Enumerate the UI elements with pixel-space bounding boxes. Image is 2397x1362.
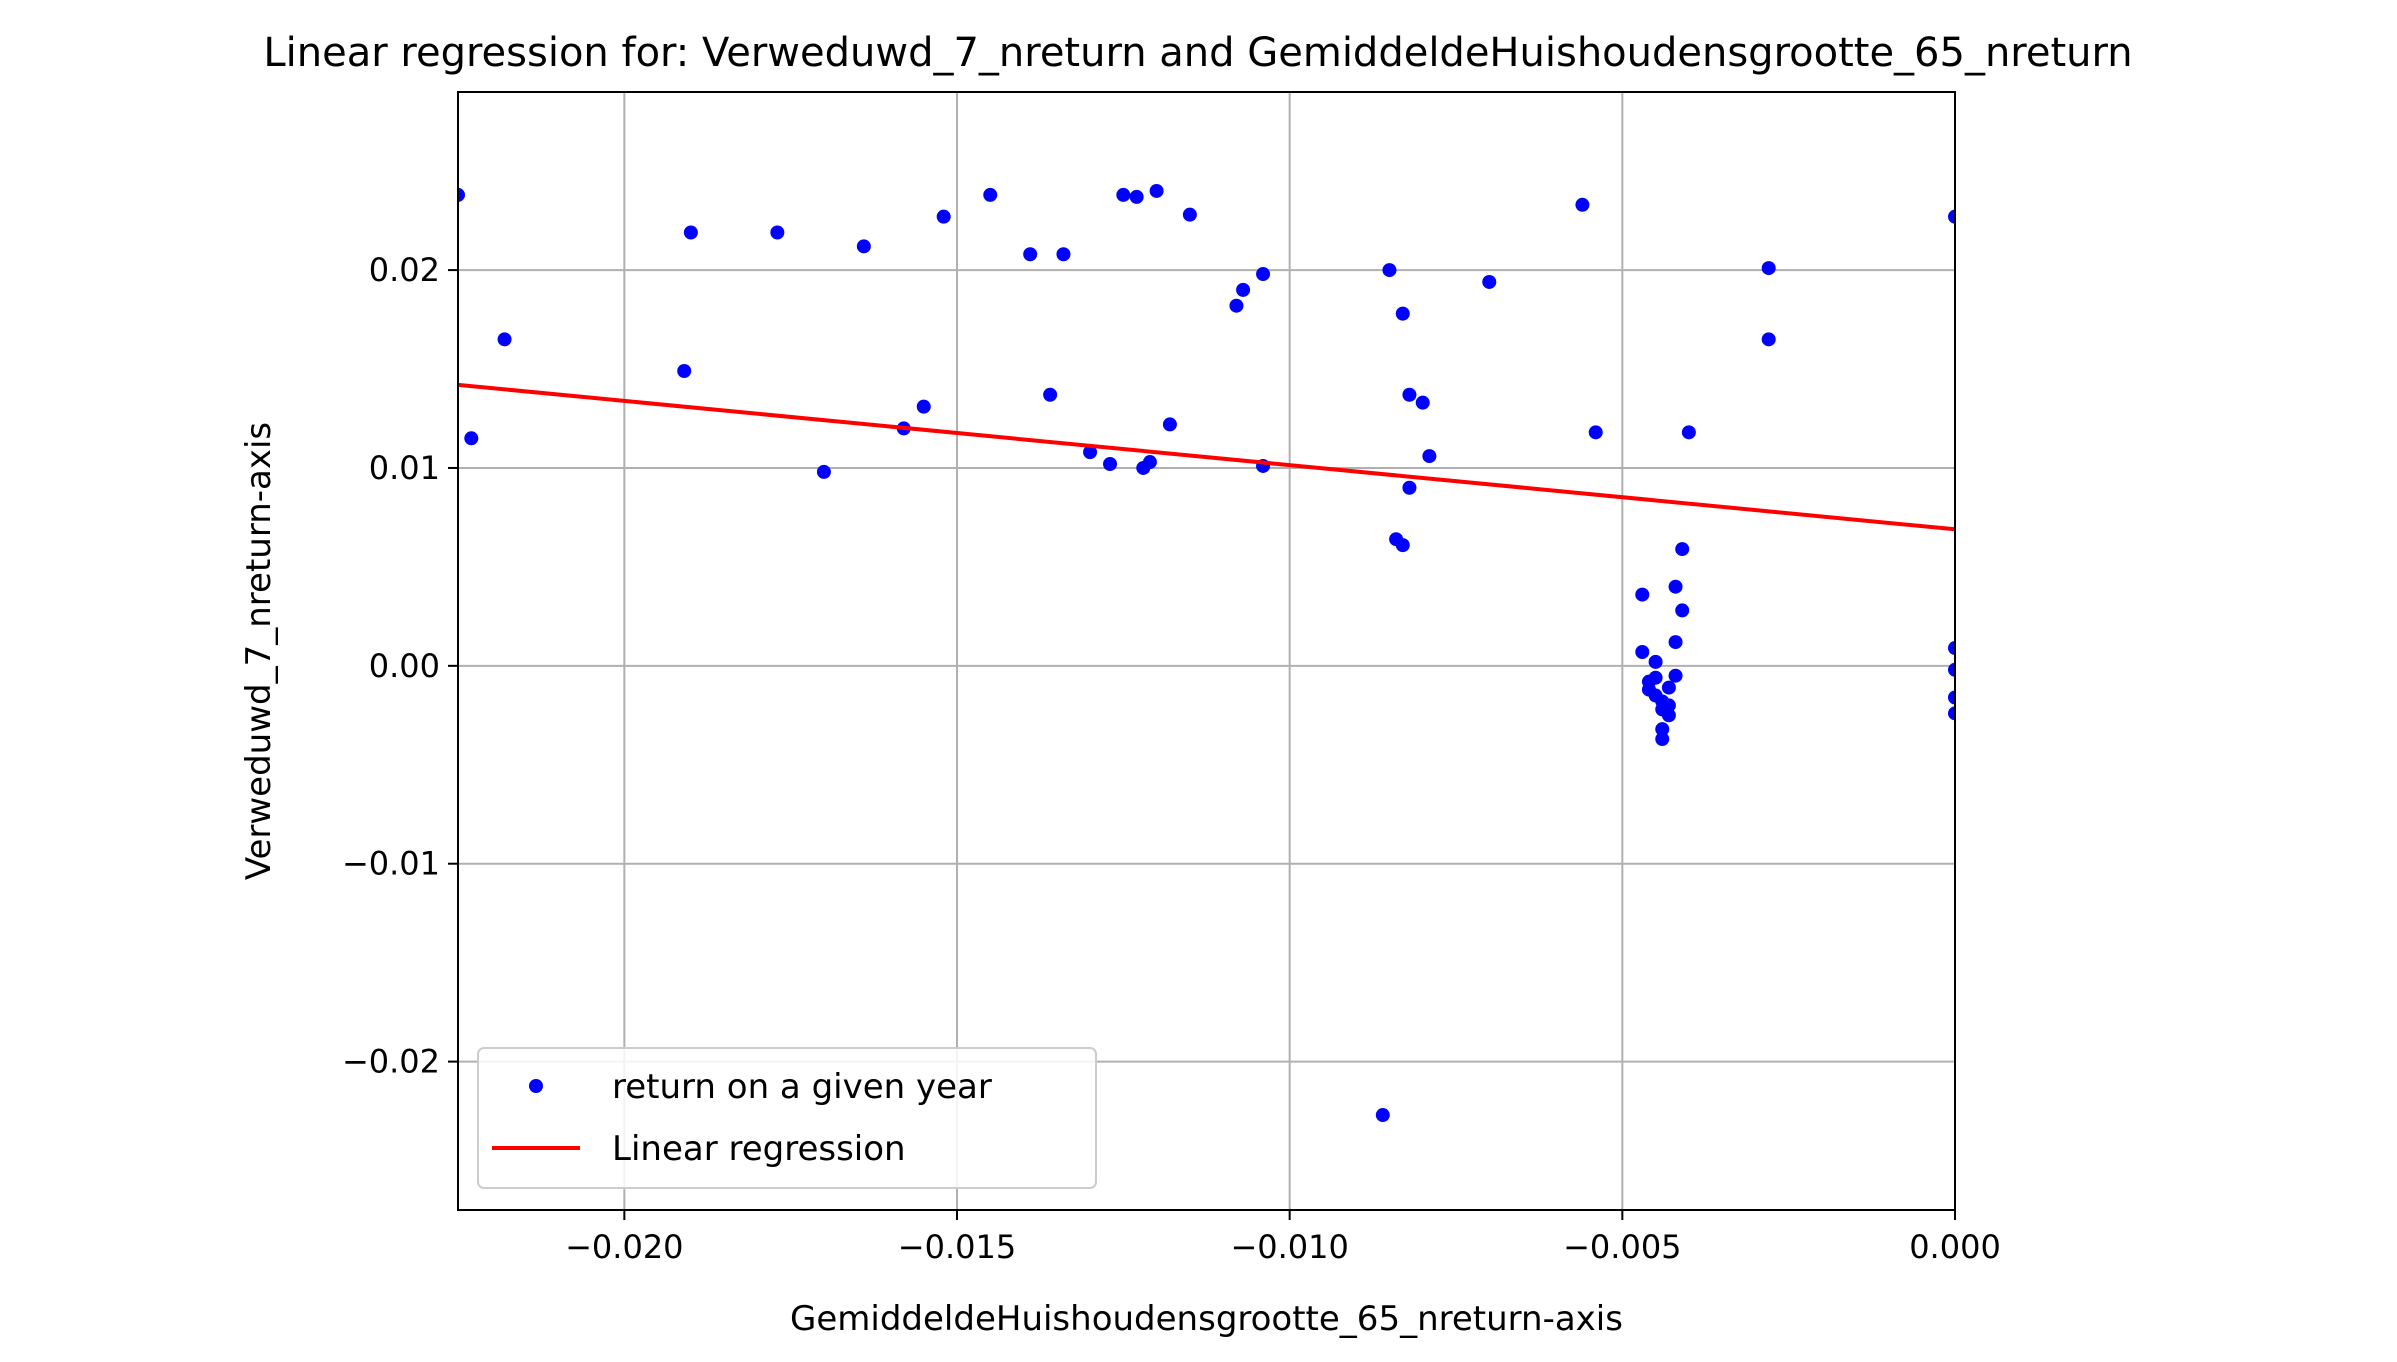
scatter-point (1948, 690, 1955, 705)
scatter-point (1402, 480, 1417, 495)
scatter-point (1375, 1108, 1390, 1123)
scatter-point (1648, 670, 1663, 685)
scatter-point (1648, 654, 1663, 669)
legend-box (477, 1047, 1097, 1189)
scatter-point (1395, 538, 1410, 553)
legend: return on a given year Linear regression (477, 1047, 1097, 1189)
scatter-point (1761, 332, 1776, 347)
y-tick-label: 0.00 (369, 647, 440, 685)
scatter-point (1661, 698, 1676, 713)
scatter-point (1635, 644, 1650, 659)
legend-marker-scatter (529, 1079, 543, 1093)
scatter-point (1422, 449, 1437, 464)
scatter-point (1056, 247, 1071, 262)
y-tick-label: −0.02 (342, 1043, 440, 1081)
scatter-point (1575, 197, 1590, 212)
scatter-point (1043, 387, 1058, 402)
y-axis-label: Verweduwd_7_nreturn-axis (239, 422, 279, 880)
regression-line (458, 382, 1955, 532)
scatter-point (1948, 662, 1955, 677)
scatter-point (1948, 706, 1955, 721)
scatter-point (1635, 587, 1650, 602)
scatter-point (1395, 306, 1410, 321)
scatter-point (1103, 457, 1118, 472)
scatter-point (464, 431, 479, 446)
scatter-point (1482, 274, 1497, 289)
scatter-point (770, 225, 785, 240)
scatter-point (1149, 183, 1164, 198)
scatter-point (916, 399, 931, 414)
y-tick-label: −0.01 (342, 845, 440, 883)
x-tick-label: −0.015 (898, 1228, 1016, 1266)
x-tick-label: 0.000 (1909, 1228, 2001, 1266)
x-tick-label: −0.010 (1230, 1228, 1348, 1266)
scatter-point (1236, 282, 1251, 297)
scatter-point (1415, 395, 1430, 410)
scatter-point (677, 364, 692, 379)
x-tick-label: −0.020 (565, 1228, 683, 1266)
scatter-point (1116, 187, 1131, 202)
scatter-point (1142, 455, 1157, 470)
legend-label-scatter: return on a given year (612, 1067, 992, 1107)
scatter-point (1402, 387, 1417, 402)
scatter-point (1023, 247, 1038, 262)
scatter-point (816, 464, 831, 479)
scatter-point (1382, 263, 1397, 278)
scatter-point (1948, 641, 1955, 656)
scatter-point (458, 187, 465, 202)
scatter-point (1162, 417, 1177, 432)
scatter-point (1083, 445, 1098, 460)
scatter-point (1182, 207, 1197, 222)
y-tick-label: 0.02 (369, 251, 440, 289)
scatter-point (1948, 209, 1955, 224)
axis-ticks: −0.020 −0.015 −0.010 −0.005 0.000 −0.02 −0.01 0… (342, 251, 2001, 1266)
chart-title: Linear regression for: Verweduwd_7_nretu… (263, 30, 2132, 76)
scatter-point (856, 239, 871, 254)
x-tick-label: −0.005 (1563, 1228, 1681, 1266)
scatter-point (1129, 189, 1144, 204)
y-tick-label: 0.01 (369, 449, 440, 487)
scatter-point (1655, 732, 1670, 747)
legend-label-line: Linear regression (612, 1129, 906, 1169)
scatter-point (1668, 668, 1683, 683)
scatter-point (683, 225, 698, 240)
scatter-point (1661, 680, 1676, 695)
scatter-point (1229, 298, 1244, 313)
x-axis-label: GemiddeldeHuishoudensgrootte_65_nreturn-… (790, 1299, 1623, 1339)
scatter-point (1661, 708, 1676, 723)
scatter-point (936, 209, 951, 224)
scatter-point (1655, 722, 1670, 737)
scatter-point (1256, 267, 1271, 282)
scatter-point (1675, 603, 1690, 618)
scatter-point (1675, 542, 1690, 557)
scatter-point (1668, 635, 1683, 650)
plot-frame (457, 91, 1956, 1211)
scatter-point (1668, 579, 1683, 594)
scatter-point (1761, 261, 1776, 276)
scatter-point (1588, 425, 1603, 440)
plot-data (458, 183, 1955, 1123)
scatter-point (1681, 425, 1696, 440)
scatter-point (497, 332, 512, 347)
scatter-point (983, 187, 998, 202)
